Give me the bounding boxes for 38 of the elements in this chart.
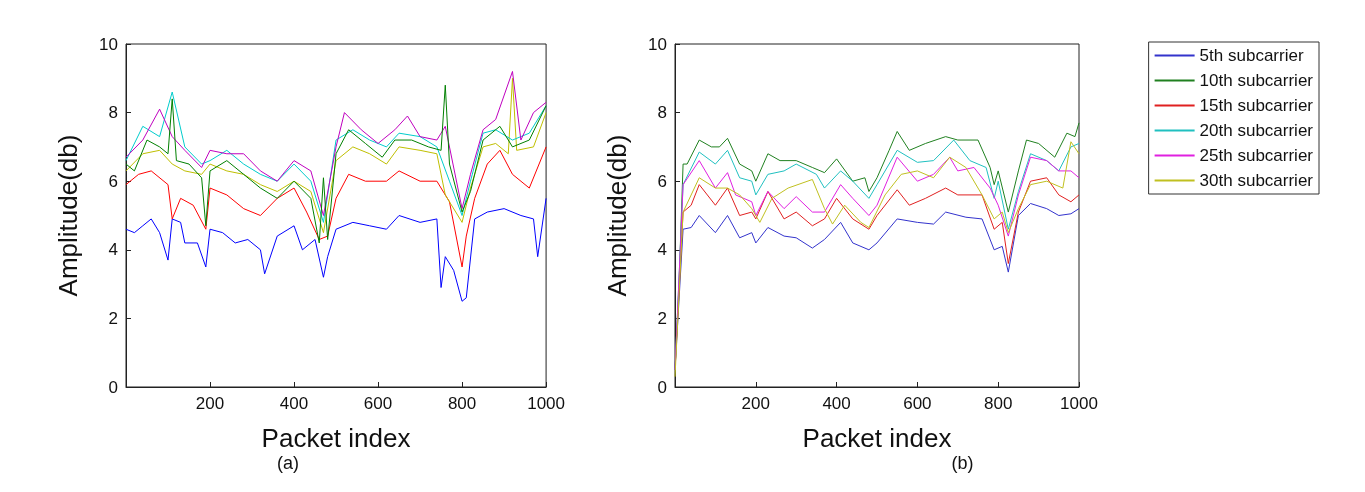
legend-label: 10th subcarrier [1199,71,1314,90]
legend-label: 30th subcarrier [1199,171,1314,190]
legend-label: 20th subcarrier [1199,121,1314,140]
y-tick-label: 0 [108,377,118,397]
y-tick-label: 2 [108,308,118,328]
x-tick-label: 200 [741,394,770,413]
y-tick-label: 0 [657,377,667,397]
y-axis-title: Amplitude(db) [53,134,83,297]
y-tick-label: 4 [657,240,667,260]
x-tick-label: 800 [447,394,477,413]
x-tick-label: 1000 [1060,394,1098,413]
line-series [125,70,547,216]
x-tick-label: 400 [822,394,851,413]
legend-label: 5th subcarrier [1199,46,1304,65]
x-tick-label: 600 [363,394,393,413]
y-tick-label: 6 [657,171,667,191]
x-tick-label: 800 [984,394,1013,413]
y-tick-label: 4 [108,240,118,260]
text: (b) [951,453,974,473]
x-tick-label: 1000 [527,394,565,413]
x-tick-label: 400 [279,394,309,413]
y-tick-label: 10 [648,34,667,54]
line-series [125,146,547,268]
legend-label: 25th subcarrier [1199,146,1314,165]
y-tick-label: 8 [108,103,118,123]
line-series [125,197,547,302]
text: (a) [277,453,299,473]
y-tick-label: 8 [657,103,667,123]
legend-label: 15th subcarrier [1199,96,1314,115]
x-axis-title: Packet index [802,423,952,453]
x-tick-label: 600 [903,394,932,413]
x-axis-title: Packet index [261,423,411,453]
y-tick-label: 2 [657,308,667,328]
line-series [125,91,547,223]
y-tick-label: 10 [99,34,118,54]
y-tick-label: 6 [108,171,118,191]
x-tick-label: 200 [195,394,225,413]
y-axis-title: Amplitude(db) [602,134,632,297]
